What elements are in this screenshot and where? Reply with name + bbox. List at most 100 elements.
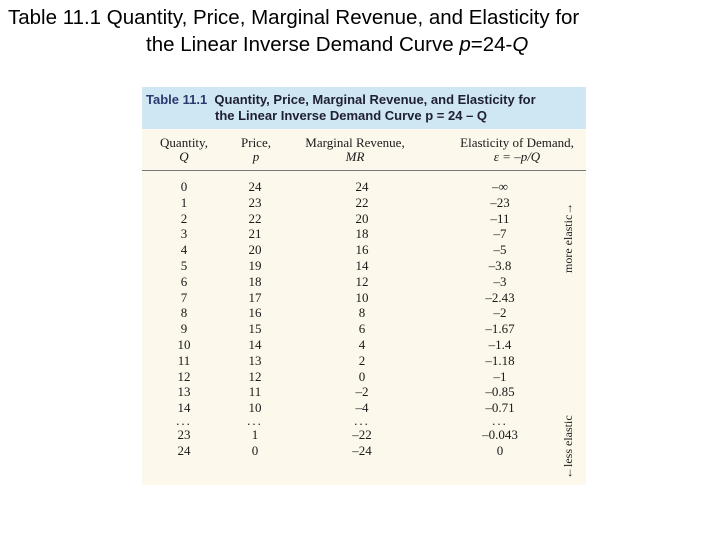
cell-price: 0 bbox=[251, 442, 259, 458]
table-row: 1 23 22 –23 bbox=[142, 195, 586, 211]
cell-price: 11 bbox=[248, 384, 262, 400]
cell-quantity: 7 bbox=[180, 289, 188, 305]
cell-quantity: 9 bbox=[180, 321, 188, 337]
cell-marginal-revenue: –24 bbox=[352, 442, 372, 458]
table-row: 5 19 14 –3.8 bbox=[142, 258, 586, 274]
cell-price: 19 bbox=[248, 257, 262, 273]
table-row: 24 0 –24 0 bbox=[142, 443, 586, 459]
table-row: 8 16 8 –2 bbox=[142, 305, 586, 321]
table-row: 7 17 10 –2.43 bbox=[142, 290, 586, 306]
cell-marginal-revenue: 0 bbox=[358, 368, 366, 384]
header-price: Price, p bbox=[230, 136, 282, 164]
cell-price: 20 bbox=[248, 242, 262, 258]
table-row: 23 1 –22 –0.043 bbox=[142, 427, 586, 443]
cell-quantity: 12 bbox=[177, 368, 191, 384]
header-mr-label: Marginal Revenue, bbox=[305, 135, 405, 150]
cell-price: 21 bbox=[248, 226, 262, 242]
table-caption-line1: Table 11.1 Quantity, Price, Marginal Rev… bbox=[146, 92, 536, 108]
header-quantity-symbol: Q bbox=[179, 149, 189, 164]
cell-price: 22 bbox=[248, 210, 262, 226]
table-caption-text1: Quantity, Price, Marginal Revenue, and E… bbox=[214, 92, 536, 107]
table-row: 11 13 2 –1.18 bbox=[142, 353, 586, 369]
cell-elasticity: –2.43 bbox=[485, 289, 515, 305]
cell-elasticity: –0.043 bbox=[482, 426, 518, 442]
cell-quantity: 11 bbox=[177, 352, 191, 368]
header-divider bbox=[142, 170, 586, 171]
slide-title-var-p: p bbox=[459, 33, 471, 56]
cell-quantity: 1 bbox=[180, 194, 188, 210]
header-elasticity-label: Elasticity of Demand, bbox=[460, 135, 574, 150]
cell-marginal-revenue: 6 bbox=[358, 321, 366, 337]
table-caption-line2: the Linear Inverse Demand Curve p = 24 –… bbox=[215, 108, 488, 123]
cell-elasticity: –1.18 bbox=[485, 352, 515, 368]
cell-marginal-revenue: 8 bbox=[358, 305, 366, 321]
cell-marginal-revenue: –4 bbox=[355, 400, 369, 416]
cell-elasticity: –11 bbox=[490, 210, 510, 226]
cell-marginal-revenue: 12 bbox=[355, 273, 369, 289]
table-body: 0 24 24 –∞ 1 23 22 –23 2 22 20 –11 3 21 18 –7 4 20 16 –5 5 19… bbox=[142, 179, 586, 459]
table-caption-number: Table 11.1 bbox=[146, 92, 208, 107]
cell-elasticity: –∞ bbox=[492, 179, 508, 194]
cell-quantity: 24 bbox=[177, 442, 191, 458]
slide-title-line2-suffix: =24- bbox=[470, 33, 513, 56]
more-elastic-label: more elastic→ bbox=[561, 202, 575, 273]
table-row: ............ bbox=[142, 412, 586, 428]
cell-elasticity: –1 bbox=[493, 368, 507, 384]
table-row: 2 22 20 –11 bbox=[142, 211, 586, 227]
slide-title-line2: the Linear Inverse Demand Curve p=24-Q bbox=[8, 31, 708, 58]
header-quantity: Quantity, Q bbox=[146, 136, 222, 164]
header-mr-symbol: MR bbox=[345, 149, 365, 164]
cell-elasticity: –3 bbox=[493, 273, 507, 289]
cell-elasticity: ... bbox=[492, 412, 508, 428]
table-row: 12 12 0 –1 bbox=[142, 369, 586, 385]
elasticity-table: Table 11.1 Quantity, Price, Marginal Rev… bbox=[142, 87, 586, 485]
cell-quantity: 13 bbox=[177, 384, 191, 400]
cell-marginal-revenue: –22 bbox=[352, 426, 372, 442]
slide-title-line2-prefix: the Linear Inverse Demand Curve bbox=[146, 33, 460, 56]
table-row: 0 24 24 –∞ bbox=[142, 179, 586, 195]
cell-quantity: 2 bbox=[180, 210, 188, 226]
slide-title: Table 11.1 Quantity, Price, Marginal Rev… bbox=[8, 4, 708, 58]
cell-marginal-revenue: 16 bbox=[355, 242, 369, 258]
slide-title-line1: Table 11.1 Quantity, Price, Marginal Rev… bbox=[8, 6, 580, 29]
cell-elasticity: –0.85 bbox=[485, 384, 515, 400]
cell-price: 10 bbox=[248, 400, 262, 416]
header-price-label: Price, bbox=[241, 135, 271, 150]
cell-quantity: 10 bbox=[177, 336, 191, 352]
cell-marginal-revenue: 22 bbox=[355, 194, 369, 210]
cell-elasticity: –7 bbox=[493, 226, 507, 242]
cell-quantity: 5 bbox=[180, 257, 188, 273]
cell-quantity: 3 bbox=[180, 226, 188, 242]
cell-marginal-revenue: ... bbox=[354, 412, 370, 428]
cell-price: 15 bbox=[248, 321, 262, 337]
table-row: 6 18 12 –3 bbox=[142, 274, 586, 290]
header-price-symbol: p bbox=[252, 149, 260, 164]
cell-quantity: 4 bbox=[180, 242, 188, 258]
table-row: 9 15 6 –1.67 bbox=[142, 321, 586, 337]
cell-elasticity: –5 bbox=[493, 242, 507, 258]
cell-price: 12 bbox=[248, 368, 262, 384]
header-elasticity: Elasticity of Demand, ε = –p/Q bbox=[442, 136, 592, 164]
cell-quantity: 23 bbox=[177, 426, 191, 442]
cell-quantity: 8 bbox=[180, 305, 188, 321]
cell-price: 17 bbox=[248, 289, 262, 305]
header-quantity-label: Quantity, bbox=[160, 135, 208, 150]
cell-marginal-revenue: 20 bbox=[355, 210, 369, 226]
cell-elasticity: –0.71 bbox=[485, 400, 515, 416]
cell-marginal-revenue: –2 bbox=[355, 384, 369, 400]
cell-elasticity: –3.8 bbox=[488, 257, 512, 273]
cell-quantity: 14 bbox=[177, 400, 191, 416]
table-row: 13 11 –2 –0.85 bbox=[142, 384, 586, 400]
cell-quantity: 0 bbox=[180, 179, 188, 194]
cell-marginal-revenue: 24 bbox=[355, 179, 369, 194]
cell-elasticity: –1.67 bbox=[485, 321, 515, 337]
table-row: 14 10 –4 –0.71 bbox=[142, 400, 586, 416]
cell-marginal-revenue: 14 bbox=[355, 257, 369, 273]
cell-price: 18 bbox=[248, 273, 262, 289]
cell-elasticity: 0 bbox=[496, 442, 504, 458]
cell-price: 24 bbox=[248, 179, 262, 194]
cell-quantity: 6 bbox=[180, 273, 188, 289]
cell-marginal-revenue: 2 bbox=[358, 352, 366, 368]
cell-elasticity: –1.4 bbox=[488, 336, 512, 352]
slide-title-var-q: Q bbox=[512, 33, 529, 56]
